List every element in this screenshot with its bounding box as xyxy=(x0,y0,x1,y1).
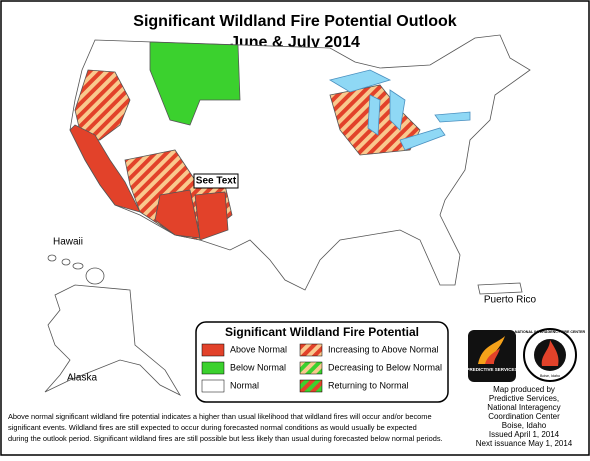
credit-line: National Interagency xyxy=(487,403,560,412)
credit-line: Issued April 1, 2014 xyxy=(489,430,560,439)
credit-line: Predictive Services, xyxy=(489,394,559,403)
hawaii xyxy=(47,254,105,285)
credit-line: Coordination Center xyxy=(488,412,560,421)
credit-line: Next issuance May 1, 2014 xyxy=(476,439,573,448)
legend-title: Significant Wildland Fire Potential xyxy=(225,325,419,339)
callout: See Text xyxy=(196,176,237,187)
us-map: See Text xyxy=(69,34,531,291)
legend-item: Below Normal xyxy=(230,362,286,372)
legend: Significant Wildland Fire Potential Abov… xyxy=(195,321,449,403)
legend-item: Normal xyxy=(230,380,259,390)
puerto-rico-label: Puerto Rico xyxy=(484,295,537,306)
nifc-city: Boise, Idaho xyxy=(540,374,560,378)
footnote-line: significant events. Wildland fires are s… xyxy=(8,423,417,432)
legend-item: Decreasing to Below Normal xyxy=(328,362,442,372)
alaska xyxy=(44,284,182,396)
nifc-text: NATIONAL INTERAGENCY FIRE CENTER xyxy=(515,330,586,334)
credit-line: Map produced by xyxy=(493,385,555,394)
legend-item: Above Normal xyxy=(230,344,287,354)
hawaii-label: Hawaii xyxy=(53,237,83,248)
title: Significant Wildland Fire Potential Outl… xyxy=(133,13,457,30)
footnote: Above normal significant wildland fire p… xyxy=(8,412,443,443)
puerto-rico xyxy=(477,282,523,295)
credit-line: Boise, Idaho xyxy=(502,421,547,430)
nifc-logo: NATIONAL INTERAGENCY FIRE CENTER Boise, … xyxy=(515,328,586,382)
alaska-label: Alaska xyxy=(67,373,97,384)
footnote-line: during the outlook period. Significant w… xyxy=(8,434,443,443)
legend-item: Returning to Normal xyxy=(328,380,409,390)
predictive-text: PREDICTIVE SERVICES xyxy=(467,367,518,372)
predictive-logo: PREDICTIVE SERVICES xyxy=(467,330,518,382)
footnote-line: Above normal significant wildland fire p… xyxy=(8,412,432,421)
credit: Map produced by Predictive Services, Nat… xyxy=(476,385,573,448)
legend-item: Increasing to Above Normal xyxy=(328,344,439,354)
